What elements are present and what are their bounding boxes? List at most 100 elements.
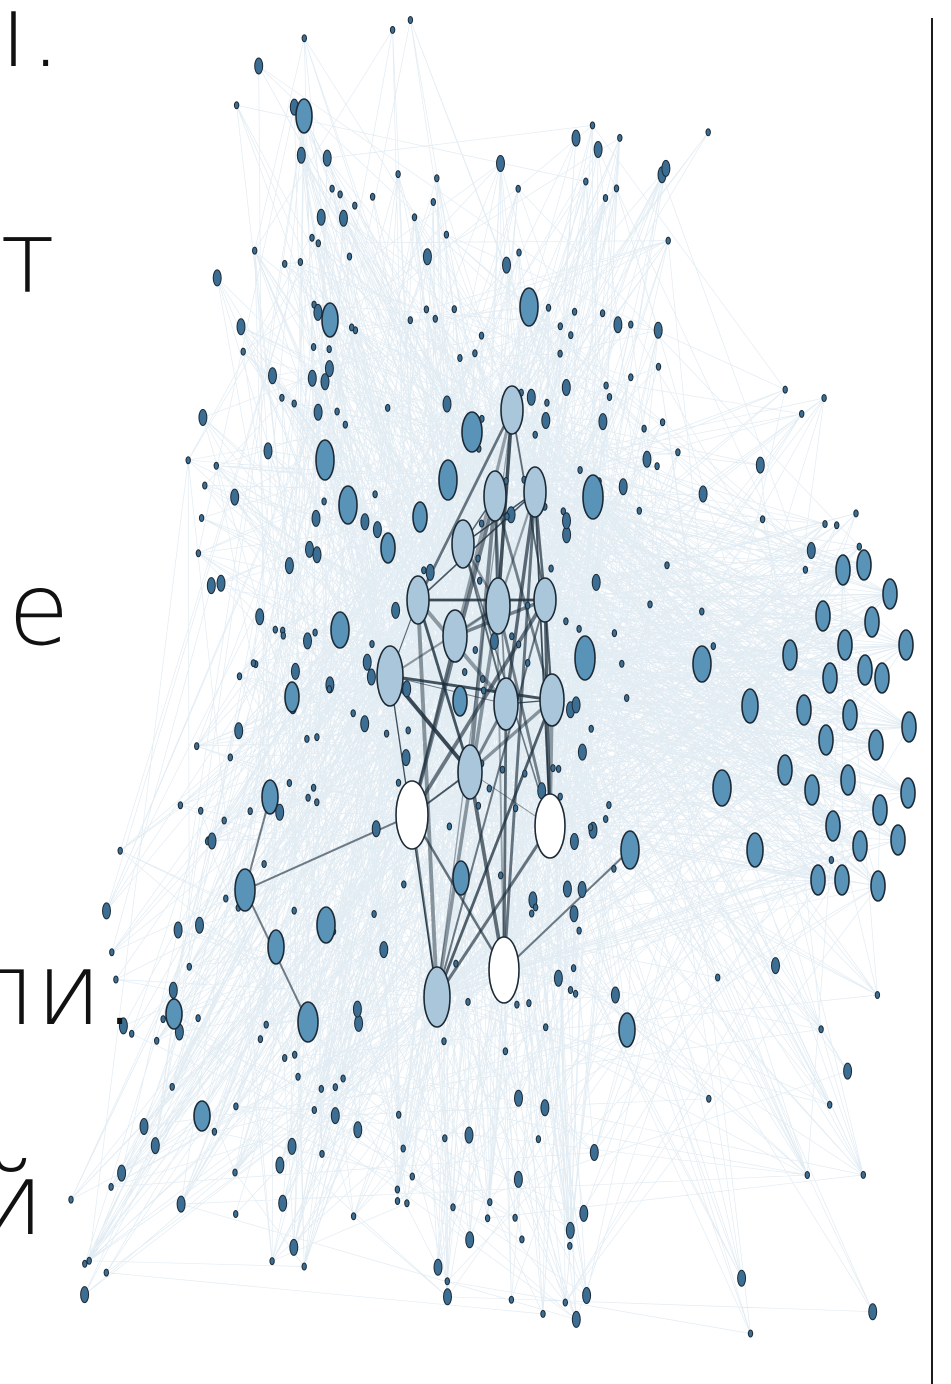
graph-node-small xyxy=(195,916,204,934)
graph-node-small xyxy=(234,722,244,740)
graph-node-small xyxy=(290,662,300,680)
graph-node-small xyxy=(301,1262,307,1271)
graph-node-small xyxy=(350,1212,357,1221)
graph-node xyxy=(864,606,880,638)
graph-node-small xyxy=(706,1094,712,1103)
graph-node-small xyxy=(443,1288,452,1306)
graph-node-small xyxy=(557,792,563,801)
graph-node-small xyxy=(195,1014,201,1023)
graph-node-small xyxy=(337,190,343,199)
vertical-divider xyxy=(931,18,933,1384)
graph-node-small xyxy=(263,442,273,460)
graph-node-small xyxy=(868,1303,878,1321)
graph-node-small xyxy=(591,573,601,591)
graph-node-small xyxy=(291,906,297,915)
graph-node xyxy=(380,532,396,564)
graph-node-small xyxy=(379,941,389,959)
graph-node-small xyxy=(442,1134,448,1143)
graph-node-small xyxy=(372,490,378,499)
graph-node xyxy=(165,998,183,1030)
graph-node-small xyxy=(369,192,376,201)
graph-node xyxy=(523,466,547,518)
graph-node xyxy=(321,302,339,338)
graph-node-small xyxy=(340,1074,346,1083)
graph-node xyxy=(315,439,335,481)
graph-node-small xyxy=(394,1197,401,1205)
graph-node-small xyxy=(176,1195,186,1213)
graph-node-small xyxy=(472,349,478,358)
graph-node-small xyxy=(279,393,285,402)
graph-node-small xyxy=(252,246,258,255)
strong-edge xyxy=(435,605,500,998)
graph-node-small xyxy=(401,749,411,767)
graph-node-small xyxy=(257,1035,264,1044)
strong-edge xyxy=(417,491,536,601)
graph-node-small xyxy=(318,1084,324,1093)
graph-node-small xyxy=(129,1029,135,1038)
graph-node xyxy=(746,832,764,868)
graph-node xyxy=(442,609,468,663)
graph-node-small xyxy=(710,642,716,651)
graph-node-small xyxy=(198,514,205,522)
graph-node-small xyxy=(389,25,396,34)
graph-node-small xyxy=(583,177,589,186)
graph-node-small xyxy=(310,343,317,351)
graph-node-small xyxy=(582,1287,592,1304)
graph-node-small xyxy=(628,320,634,329)
graph-node-small xyxy=(508,1295,515,1304)
graph-node-small xyxy=(423,305,430,314)
graph-node-small xyxy=(598,413,608,431)
graph-node-small xyxy=(613,184,620,193)
graph-node-small xyxy=(465,997,471,1006)
strong-edge xyxy=(244,814,413,891)
graph-node-small xyxy=(451,305,457,314)
graph-node-small xyxy=(541,412,551,429)
graph-node-small xyxy=(664,561,670,570)
graph-node-small xyxy=(442,395,452,413)
graph-node xyxy=(483,470,507,522)
graph-node xyxy=(284,681,300,713)
graph-node-small xyxy=(212,269,222,287)
graph-node-small xyxy=(516,248,522,257)
graph-node-small xyxy=(316,208,326,226)
graph-node-small xyxy=(860,1170,866,1179)
graph-node-small xyxy=(480,686,487,695)
graph-node-small xyxy=(362,653,372,671)
graph-node-small xyxy=(665,236,671,245)
graph-node-small xyxy=(514,1000,520,1009)
graph-node xyxy=(488,936,520,1004)
graph-node-small xyxy=(250,659,257,668)
graph-node-small xyxy=(512,804,519,813)
graph-node-small xyxy=(613,316,623,334)
graph-node-small xyxy=(352,201,358,210)
graph-node-small xyxy=(400,1144,406,1153)
graph-node-small xyxy=(404,1199,410,1208)
graph-node-small xyxy=(350,709,356,718)
graph-node-small xyxy=(457,354,463,362)
graph-node-small xyxy=(286,779,293,787)
graph-node-small xyxy=(223,894,229,903)
graph-node-small xyxy=(599,309,606,318)
graph-node-small xyxy=(568,331,574,340)
graph-node-small xyxy=(186,962,193,971)
graph-node-small xyxy=(305,793,311,802)
graph-node-small xyxy=(322,149,332,167)
graph-node-small xyxy=(747,1329,754,1338)
graph-node-small xyxy=(232,1168,238,1177)
graph-node-small xyxy=(303,632,312,650)
graph-node-small xyxy=(489,632,499,650)
graph-node xyxy=(822,662,838,694)
graph-node-small xyxy=(372,521,382,539)
graph-node-small xyxy=(446,822,453,831)
graph-node-small xyxy=(275,803,285,821)
graph-node xyxy=(457,744,483,800)
graph-node xyxy=(620,830,640,870)
graph-node-small xyxy=(526,999,532,1008)
graph-node-small xyxy=(332,1083,338,1092)
graph-node xyxy=(857,654,873,686)
graph-node-small xyxy=(395,778,402,787)
graph-node-small xyxy=(233,101,240,110)
text-fragment-1: ı. xyxy=(0,0,64,90)
graph-node-small xyxy=(504,512,510,521)
graph-node xyxy=(898,629,914,661)
